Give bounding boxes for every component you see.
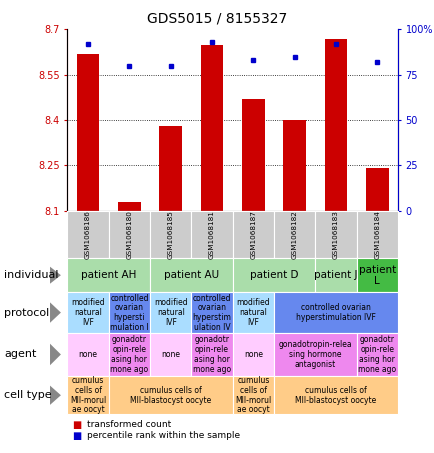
Bar [241,99,264,211]
Text: GSM1068180: GSM1068180 [126,210,132,259]
Bar [324,39,347,211]
Bar [365,169,388,211]
Bar [200,44,223,211]
Text: modified
natural
IVF: modified natural IVF [154,299,187,327]
Polygon shape [50,267,61,284]
Text: gonadotr
opin-rele
asing hor
mone ago: gonadotr opin-rele asing hor mone ago [193,335,230,374]
Text: GSM1068181: GSM1068181 [209,210,214,259]
Text: patient D: patient D [249,270,298,280]
Text: agent: agent [4,349,36,360]
Text: cumulus cells of
MII-blastocyst oocyte: cumulus cells of MII-blastocyst oocyte [295,386,376,405]
Text: individual: individual [4,270,59,280]
Text: cumulus cells of
MII-blastocyst oocyte: cumulus cells of MII-blastocyst oocyte [130,386,211,405]
Text: patient AH: patient AH [81,270,136,280]
Text: controlled
ovarian
hypersti
mulation I: controlled ovarian hypersti mulation I [110,294,148,332]
Text: none: none [79,350,97,359]
Text: none: none [161,350,180,359]
Text: cumulus
cells of
MII-morul
ae oocyt: cumulus cells of MII-morul ae oocyt [235,376,271,414]
Text: transformed count: transformed count [87,420,171,429]
Text: gonadotr
opin-rele
asing hor
mone ago: gonadotr opin-rele asing hor mone ago [358,335,395,374]
Text: GDS5015 / 8155327: GDS5015 / 8155327 [147,11,287,25]
Polygon shape [50,344,61,365]
Text: modified
natural
IVF: modified natural IVF [236,299,270,327]
Text: modified
natural
IVF: modified natural IVF [71,299,105,327]
Text: ■: ■ [72,420,81,430]
Text: patient J: patient J [313,270,357,280]
Text: percentile rank within the sample: percentile rank within the sample [87,431,240,440]
Text: cumulus
cells of
MII-morul
ae oocyt: cumulus cells of MII-morul ae oocyt [70,376,106,414]
Text: GSM1068183: GSM1068183 [332,210,338,259]
Text: gonadotropin-relea
sing hormone
antagonist: gonadotropin-relea sing hormone antagoni… [278,340,352,369]
Text: gonadotr
opin-rele
asing hor
mone ago: gonadotr opin-rele asing hor mone ago [110,335,148,374]
Text: GSM1068182: GSM1068182 [291,210,297,259]
Bar [76,53,99,211]
Text: controlled
ovarian
hyperstim
ulation IV: controlled ovarian hyperstim ulation IV [192,294,231,332]
Text: patient
L: patient L [358,265,395,285]
Polygon shape [50,303,61,323]
Text: controlled ovarian
hyperstimulation IVF: controlled ovarian hyperstimulation IVF [296,303,375,322]
Text: GSM1068186: GSM1068186 [85,210,91,259]
Text: cell type: cell type [4,390,52,400]
Text: GSM1068184: GSM1068184 [374,210,379,259]
Text: GSM1068187: GSM1068187 [250,210,256,259]
Bar [283,120,306,211]
Text: ■: ■ [72,431,81,441]
Text: protocol: protocol [4,308,49,318]
Bar [118,202,141,211]
Text: GSM1068185: GSM1068185 [168,210,173,259]
Bar [159,126,182,211]
Text: patient AU: patient AU [164,270,218,280]
Polygon shape [50,386,61,405]
Text: none: none [243,350,262,359]
